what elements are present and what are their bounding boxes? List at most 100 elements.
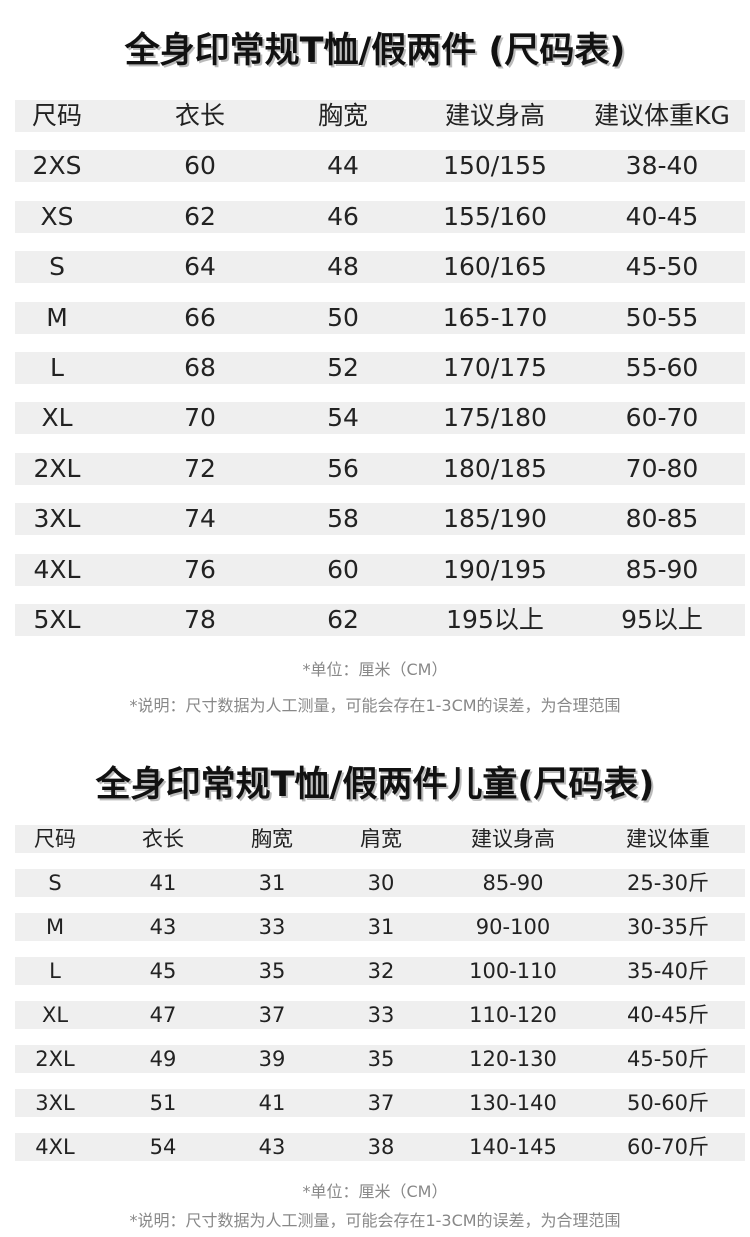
- table-cell: 120-130: [469, 1047, 557, 1071]
- table-cell: 58: [327, 504, 359, 534]
- table-row: L 45 35 32 100-110 35-40斤: [15, 957, 745, 985]
- table-cell: 190/195: [443, 554, 547, 584]
- table-cell: 38: [367, 1135, 395, 1159]
- table-cell: 185/190: [443, 504, 547, 534]
- table-cell: 50-55: [625, 302, 699, 332]
- table-cell: 2XL: [35, 1047, 75, 1071]
- table-cell: 44: [327, 151, 359, 181]
- table-cell: 68: [184, 353, 216, 382]
- table-row: M 66 50 165-170 50-55: [15, 301, 745, 334]
- column-header: 肩宽: [360, 827, 402, 851]
- column-header: 胸宽: [317, 101, 369, 130]
- column-header: 建议身高: [444, 101, 546, 130]
- table-row: 2XS 60 44 150/155 38-40: [15, 150, 745, 183]
- adult-unit-note: *单位：厘米（CM）: [302, 660, 448, 679]
- table-cell: 54: [149, 1135, 177, 1159]
- table-cell: 80-85: [625, 504, 699, 534]
- table-cell: 52: [327, 353, 359, 382]
- table-cell: L: [50, 353, 64, 382]
- table-cell: 4XL: [35, 1135, 75, 1159]
- table-cell: 70-80: [625, 453, 699, 483]
- table-cell: 49: [149, 1047, 177, 1071]
- table-cell: 64: [184, 252, 216, 282]
- table-cell: 66: [184, 302, 216, 332]
- table-cell: 2XL: [33, 453, 81, 483]
- table-cell: M: [46, 302, 68, 332]
- table-cell: 62: [327, 605, 359, 634]
- table-cell: 5XL: [33, 605, 81, 634]
- table-row: L 68 52 170/175 55-60: [15, 352, 745, 384]
- table-cell: 35: [258, 959, 286, 983]
- table-cell: 46: [327, 201, 359, 231]
- table-cell: 130-140: [469, 1091, 557, 1115]
- table-cell: 25-30斤: [626, 871, 710, 895]
- table-cell: 41: [149, 871, 177, 895]
- table-cell: 62: [184, 201, 216, 231]
- adult-explain-note: *说明：尺寸数据为人工测量，可能会存在1-3CM的误差，为合理范围: [129, 696, 621, 715]
- kid-explain-note: *说明：尺寸数据为人工测量，可能会存在1-3CM的误差，为合理范围: [129, 1211, 621, 1230]
- table-cell: 140-145: [469, 1135, 557, 1159]
- table-cell: 39: [258, 1047, 286, 1071]
- table-cell: 175/180: [443, 403, 547, 433]
- table-row: 2XL 49 39 35 120-130 45-50斤: [15, 1045, 745, 1073]
- table-row: 2XL 72 56 180/185 70-80: [15, 452, 745, 485]
- table-cell: 33: [367, 1003, 395, 1027]
- table-cell: S: [48, 871, 62, 895]
- table-cell: 195以上: [446, 605, 544, 634]
- table-cell: 160/165: [443, 252, 547, 282]
- table-cell: 37: [258, 1003, 286, 1027]
- table-row: 3XL 74 58 185/190 80-85: [15, 503, 745, 536]
- table-cell: 4XL: [33, 554, 81, 584]
- table-cell: 50-60斤: [626, 1091, 710, 1115]
- table-row: S 64 48 160/165 45-50: [15, 251, 745, 284]
- table-cell: 170/175: [443, 353, 547, 382]
- column-header: 建议体重KG: [594, 101, 730, 130]
- table-cell: 31: [258, 871, 286, 895]
- table-cell: 38-40: [625, 151, 699, 181]
- table-cell: 60-70斤: [626, 1135, 710, 1159]
- table-cell: 48: [327, 252, 359, 282]
- table-row: 3XL 51 41 37 130-140 50-60斤: [15, 1089, 745, 1117]
- table-cell: 60: [327, 554, 359, 584]
- table-cell: 100-110: [469, 959, 557, 983]
- table-cell: 30: [367, 871, 395, 895]
- table-row: 5XL 78 62 195以上 95以上: [15, 604, 745, 636]
- table-cell: 110-120: [469, 1003, 557, 1027]
- table-cell: 30-35斤: [626, 915, 710, 939]
- table-cell: 50: [327, 302, 359, 332]
- table-cell: 51: [149, 1091, 177, 1115]
- table-cell: 31: [367, 915, 395, 939]
- table-cell: XS: [40, 201, 74, 231]
- table-cell: 32: [367, 959, 395, 983]
- table-cell: 85-90: [482, 871, 544, 895]
- table-cell: XL: [41, 1003, 69, 1027]
- table-cell: 45-50斤: [626, 1047, 710, 1071]
- table-cell: 150/155: [443, 151, 547, 181]
- table-cell: 40-45斤: [626, 1003, 710, 1027]
- table-cell: 35: [367, 1047, 395, 1071]
- table-cell: 3XL: [33, 504, 81, 534]
- column-header: 建议体重: [626, 827, 710, 851]
- table-row: XS 62 46 155/160 40-45: [15, 200, 745, 233]
- kid-size-chart-title: 全身印常规T恤/假两件儿童(尺码表): [95, 765, 655, 805]
- table-cell: 33: [258, 915, 286, 939]
- table-cell: 55-60: [625, 353, 699, 382]
- table-cell: XL: [41, 403, 73, 433]
- table-row: 4XL 54 43 38 140-145 60-70斤: [15, 1133, 745, 1161]
- table-cell: 2XS: [32, 151, 82, 181]
- column-header: 建议身高: [471, 827, 555, 851]
- table-cell: 43: [149, 915, 177, 939]
- table-cell: 180/185: [443, 453, 547, 483]
- column-header: 尺码: [31, 101, 83, 130]
- table-cell: L: [49, 959, 61, 983]
- table-cell: 45-50: [625, 252, 699, 282]
- table-cell: 72: [184, 453, 216, 483]
- table-cell: 95以上: [621, 605, 703, 634]
- table-cell: 40-45: [625, 201, 699, 231]
- table-cell: M: [45, 915, 65, 939]
- table-cell: S: [49, 252, 65, 282]
- table-header-row: 尺码 衣长 胸宽 肩宽 建议身高 建议体重: [15, 825, 745, 853]
- table-cell: 155/160: [443, 201, 547, 231]
- adult-size-chart-title: 全身印常规T恤/假两件 (尺码表): [124, 31, 626, 71]
- table-cell: 54: [327, 403, 359, 433]
